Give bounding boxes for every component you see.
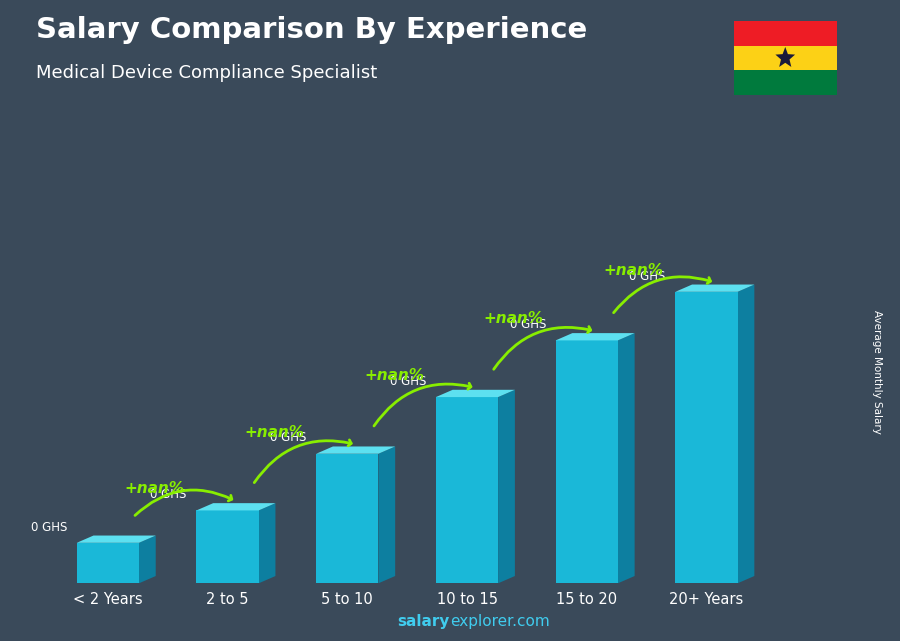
Polygon shape — [738, 285, 754, 583]
Polygon shape — [76, 535, 156, 543]
Polygon shape — [675, 285, 754, 292]
Polygon shape — [378, 447, 395, 583]
Polygon shape — [436, 397, 498, 583]
Polygon shape — [139, 535, 156, 583]
Polygon shape — [618, 333, 634, 583]
Text: Salary Comparison By Experience: Salary Comparison By Experience — [36, 16, 587, 44]
Polygon shape — [498, 390, 515, 583]
Polygon shape — [555, 333, 634, 340]
Text: 0 GHS: 0 GHS — [390, 375, 427, 388]
Text: 0 GHS: 0 GHS — [150, 488, 187, 501]
Polygon shape — [675, 292, 738, 583]
Text: +nan%: +nan% — [364, 368, 424, 383]
Polygon shape — [734, 46, 837, 71]
Polygon shape — [316, 447, 395, 454]
Text: explorer.com: explorer.com — [450, 615, 550, 629]
Text: Medical Device Compliance Specialist: Medical Device Compliance Specialist — [36, 64, 377, 82]
Text: 0 GHS: 0 GHS — [629, 269, 666, 283]
Text: +nan%: +nan% — [244, 425, 304, 440]
Text: 0 GHS: 0 GHS — [270, 431, 307, 444]
Text: salary: salary — [398, 615, 450, 629]
Polygon shape — [316, 454, 378, 583]
Text: Average Monthly Salary: Average Monthly Salary — [872, 310, 883, 434]
Polygon shape — [196, 510, 258, 583]
Text: +nan%: +nan% — [124, 481, 184, 497]
Polygon shape — [258, 503, 275, 583]
Text: 0 GHS: 0 GHS — [31, 520, 68, 533]
Polygon shape — [436, 390, 515, 397]
Polygon shape — [734, 71, 837, 95]
Polygon shape — [76, 543, 139, 583]
Polygon shape — [196, 503, 275, 510]
Polygon shape — [734, 21, 837, 46]
Text: +nan%: +nan% — [483, 312, 544, 326]
Polygon shape — [555, 340, 618, 583]
Text: 0 GHS: 0 GHS — [509, 318, 546, 331]
Polygon shape — [776, 47, 795, 67]
Text: +nan%: +nan% — [603, 263, 663, 278]
